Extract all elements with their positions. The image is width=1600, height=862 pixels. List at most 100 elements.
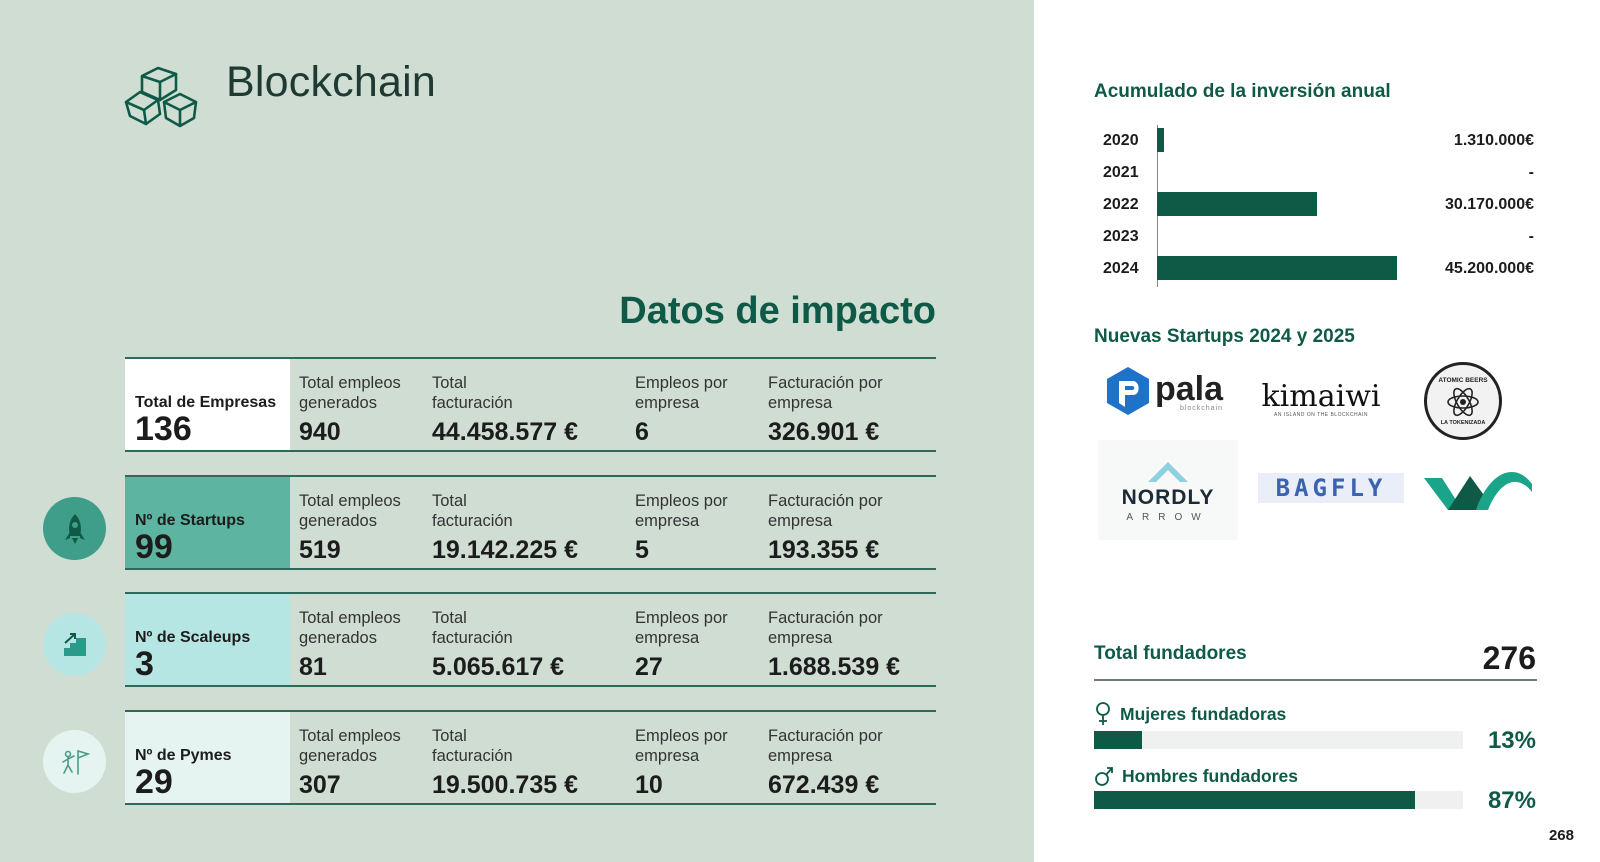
row-count: 99	[135, 528, 173, 566]
row-label-text: Nº de Scaleups	[135, 629, 251, 646]
startups-badge	[43, 497, 106, 560]
men-bar-track	[1094, 791, 1463, 809]
founders-label: Total fundadores	[1094, 643, 1247, 664]
metric-row-empresas: Total de Empresas 136 Total empleos gene…	[125, 357, 936, 452]
nordly-arrow-logo: NORDLY ARROW	[1098, 440, 1238, 540]
male-icon	[1095, 767, 1113, 786]
stat-label: Facturación por empresa	[768, 374, 883, 412]
stat-label: Empleos por empresa	[635, 374, 728, 412]
stat-value: 5	[635, 536, 649, 564]
women-label-text: Mujeres fundadoras	[1120, 703, 1287, 724]
row-label-text: Total de Empresas	[135, 394, 277, 411]
stat-value: 672.439 €	[768, 771, 880, 799]
startups-new-title: Nuevas Startups 2024 y 2025	[1094, 326, 1355, 347]
stat-label: Total empleos generados	[299, 492, 401, 530]
stat-empleos: Total empleos generados 519	[299, 491, 419, 565]
stat-facturacion: Total facturación 44.458.577 €	[432, 373, 578, 447]
row-label-text: Nº de Pymes	[135, 747, 232, 764]
metric-row-pymes: Nº de Pymes 29 Total empleos generados 30…	[125, 710, 936, 805]
bar-row: 2021 -	[1094, 160, 1534, 184]
atom-icon	[1447, 387, 1479, 416]
bar-fill	[1157, 256, 1397, 280]
stat-empleos: Total empleos generados 81	[299, 608, 419, 682]
stat-value: 307	[299, 771, 341, 799]
bar-row: 2022 30.170.000€	[1094, 192, 1534, 216]
atomic-beers-name: ATOMIC BEERS	[1438, 376, 1488, 384]
stat-value: 6	[635, 418, 649, 446]
stat-value: 10	[635, 771, 663, 799]
stat-facturacion: Total facturación 19.142.225 €	[432, 491, 578, 565]
nordly-sub: ARROW	[1126, 511, 1210, 523]
stat-facturacion-por-empresa: Facturación por empresa 1.688.539 €	[768, 608, 900, 682]
bar-row: 2024 45.200.000€	[1094, 256, 1534, 280]
stat-facturacion-por-empresa: Facturación por empresa 326.901 €	[768, 373, 893, 447]
row-count: 136	[135, 410, 192, 448]
stat-value: 5.065.617 €	[432, 653, 565, 681]
bar-fill	[1157, 192, 1318, 216]
page-number: 268	[1548, 827, 1574, 844]
stat-facturacion: Total facturación 19.500.735 €	[432, 726, 578, 800]
bar-value-label: 45.200.000€	[1445, 260, 1534, 277]
stat-empleos: Total empleos generados 307	[299, 726, 419, 800]
men-bar-fill	[1094, 791, 1416, 809]
women-bar-track	[1094, 731, 1463, 749]
stat-label: Total facturación	[432, 727, 513, 765]
stat-label: Total empleos generados	[299, 727, 401, 765]
stat-value: 519	[299, 536, 341, 564]
stat-label: Total facturación	[432, 374, 513, 412]
bar-year-label: 2022	[1103, 196, 1139, 213]
stat-value: 326.901 €	[768, 418, 880, 446]
bar-fill	[1157, 128, 1164, 152]
men-label: Hombres fundadores	[1094, 765, 1298, 787]
stat-label: Total facturación	[432, 492, 513, 530]
scaleups-badge	[43, 613, 106, 676]
nordly-name: NORDLY	[1121, 485, 1215, 509]
bar-year-label: 2024	[1103, 260, 1139, 277]
pala-logo: pala blockchain	[1098, 362, 1228, 422]
stat-label: Facturación por empresa	[768, 492, 883, 530]
stat-empleos-por-empresa: Empleos por empresa 5	[635, 491, 735, 565]
right-panel	[1034, 0, 1600, 862]
pymes-badge	[43, 730, 106, 793]
bar-value-label: -	[1528, 228, 1534, 245]
stat-label: Total empleos generados	[299, 374, 401, 412]
stat-label: Empleos por empresa	[635, 727, 728, 765]
bagfly-name: BAGFLY	[1275, 474, 1387, 502]
men-label-text: Hombres fundadores	[1122, 765, 1298, 786]
row-count: 29	[135, 763, 173, 801]
bar-year-label: 2021	[1103, 164, 1139, 181]
women-label: Mujeres fundadoras	[1094, 702, 1286, 726]
bar-value-label: -	[1528, 164, 1534, 181]
stat-label: Total empleos generados	[299, 609, 401, 647]
stat-value: 193.355 €	[768, 536, 880, 564]
stat-label: Empleos por empresa	[635, 609, 728, 647]
stat-label: Facturación por empresa	[768, 609, 883, 647]
atomic-beers-logo: ATOMIC BEERS LA TOKENIZADA	[1424, 362, 1502, 440]
kimaiwi-sub: AN ISLAND ON THE BLOCKCHAIN	[1274, 412, 1368, 418]
stat-value: 44.458.577 €	[432, 418, 578, 446]
row-label-text: Nº de Startups	[135, 512, 245, 529]
bar-row: 2020 1.310.000€	[1094, 128, 1534, 152]
founders-divider	[1094, 679, 1537, 681]
bar-value-label: 1.310.000€	[1453, 132, 1534, 149]
stat-value: 19.142.225 €	[432, 536, 578, 564]
metric-row-startups: Nº de Startups 99 Total empleos generado…	[125, 475, 936, 570]
impact-heading: Datos de impacto	[619, 290, 936, 332]
nordly-arrow-icon	[1148, 461, 1188, 482]
stat-facturacion-por-empresa: Facturación por empresa 672.439 €	[768, 726, 893, 800]
stat-value: 940	[299, 418, 341, 446]
metric-row-scaleups: Nº de Scaleups 3 Total empleos generados…	[125, 592, 936, 687]
men-pct: 87%	[1487, 787, 1536, 814]
kimaiwi-name: kimaiwi	[1261, 379, 1381, 414]
stat-empleos-por-empresa: Empleos por empresa 27	[635, 608, 735, 682]
stat-facturacion: Total facturación 5.065.617 €	[432, 608, 564, 682]
stat-facturacion-por-empresa: Facturación por empresa 193.355 €	[768, 491, 893, 565]
page-title: Blockchain	[226, 58, 436, 106]
women-bar-fill	[1094, 731, 1142, 749]
stat-label: Facturación por empresa	[768, 727, 883, 765]
stat-label: Total facturación	[432, 609, 513, 647]
w-logo: W	[1420, 462, 1536, 516]
stat-value: 19.500.735 €	[432, 771, 578, 799]
pala-mark-icon	[1106, 367, 1149, 415]
row-label: Total de Empresas 136	[125, 359, 290, 450]
